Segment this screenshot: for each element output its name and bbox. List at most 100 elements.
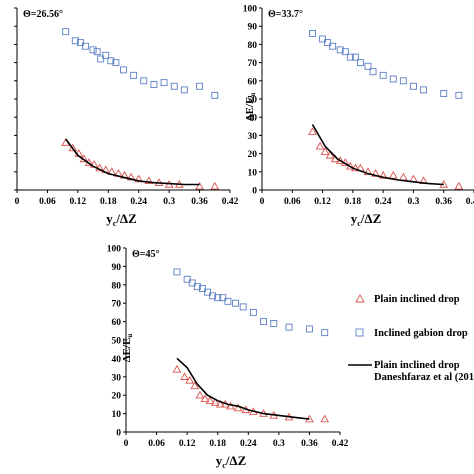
y-tick-label: 50 bbox=[248, 96, 258, 106]
point-gabion bbox=[211, 91, 219, 99]
point-gabion bbox=[409, 82, 417, 90]
point-plain bbox=[371, 169, 380, 177]
point-gabion bbox=[341, 48, 349, 56]
point-plain bbox=[134, 174, 144, 183]
x-tick-label: 0 bbox=[15, 197, 20, 207]
x-tick-label: 0.18 bbox=[209, 439, 226, 449]
point-gabion bbox=[440, 90, 448, 97]
point-gabion bbox=[389, 75, 397, 83]
x-tick-label: 0.42 bbox=[332, 439, 349, 449]
point-gabion bbox=[76, 39, 84, 47]
x-tick-label: 0 bbox=[260, 197, 265, 207]
x-tick-label: 0.3 bbox=[407, 197, 419, 207]
x-tick-label: 0.36 bbox=[301, 439, 318, 449]
point-plain bbox=[180, 372, 189, 380]
y-tick-label: 100 bbox=[107, 245, 122, 255]
point-gabion bbox=[336, 46, 344, 54]
legend-triangle-marker bbox=[355, 294, 365, 303]
point-gabion bbox=[198, 285, 206, 292]
point-gabion bbox=[399, 77, 407, 85]
point-plain bbox=[210, 181, 220, 190]
point-plain bbox=[195, 181, 204, 190]
point-gabion bbox=[130, 71, 138, 79]
chart-panel-1: 0 0.06 0.12 0.18 0.24 0.3 0.36 0.42 yc/ΔZ Θ=26.56… bbox=[14, 7, 239, 228]
y-tick-label: 40 bbox=[112, 355, 122, 365]
point-gabion bbox=[150, 80, 158, 88]
point-gabion bbox=[204, 288, 211, 296]
point-gabion bbox=[196, 82, 204, 90]
point-gabion bbox=[270, 319, 278, 327]
point-gabion bbox=[324, 39, 332, 47]
point-plain bbox=[185, 375, 195, 384]
x-tick-label: 0.06 bbox=[148, 439, 165, 449]
point-gabion bbox=[170, 82, 178, 90]
point-gabion bbox=[107, 57, 115, 65]
point-plain bbox=[454, 181, 464, 190]
y-tick-label: 10 bbox=[112, 410, 122, 420]
point-plain bbox=[215, 399, 225, 408]
point-gabion bbox=[188, 279, 196, 287]
y-tick-label: 80 bbox=[112, 281, 122, 291]
point-gabion bbox=[329, 42, 337, 50]
point-gabion bbox=[82, 42, 89, 50]
series-line-daneshfaraz bbox=[176, 357, 310, 420]
x-tick-label: 0.06 bbox=[39, 197, 56, 207]
point-gabion bbox=[356, 59, 364, 67]
point-gabion bbox=[120, 66, 127, 74]
point-gabion bbox=[321, 329, 329, 337]
y-tick-label: 20 bbox=[112, 392, 122, 402]
y-tick-label: 100 bbox=[243, 5, 258, 15]
point-plain bbox=[315, 141, 325, 150]
y-tick-label: 20 bbox=[248, 150, 258, 160]
x-tick-label: 0.36 bbox=[191, 197, 208, 207]
series-line-daneshfaraz bbox=[65, 138, 200, 186]
point-gabion bbox=[219, 294, 227, 302]
point-gabion bbox=[71, 37, 79, 45]
point-gabion bbox=[180, 86, 188, 94]
y-tick-label: 10 bbox=[248, 168, 258, 178]
point-gabion bbox=[102, 51, 110, 59]
point-gabion bbox=[140, 77, 148, 85]
y-tick-label: 70 bbox=[248, 59, 258, 69]
y-tick-label: 30 bbox=[112, 373, 122, 383]
point-gabion bbox=[173, 268, 181, 276]
y-tick-label: 30 bbox=[248, 132, 258, 142]
y-tick-label: 60 bbox=[112, 318, 122, 328]
chart-panel-3: 0 0.06 0.12 0.18 0.24 0.3 0.36 0.42 0 10 20 30 40 50 6… bbox=[107, 245, 349, 471]
x-tick-label: 0 bbox=[124, 439, 129, 449]
point-gabion bbox=[183, 275, 191, 283]
point-gabion bbox=[364, 62, 372, 70]
y-tick-label: 90 bbox=[248, 23, 258, 33]
point-plain bbox=[398, 172, 408, 181]
point-gabion bbox=[239, 303, 247, 311]
y-tick-label: 60 bbox=[248, 77, 258, 87]
point-plain bbox=[378, 170, 388, 179]
angle-annotation: Θ=45° bbox=[132, 249, 159, 260]
legend-label: Plain inclined drop bbox=[374, 294, 460, 305]
point-gabion bbox=[224, 297, 232, 305]
point-plain bbox=[320, 414, 330, 423]
point-gabion bbox=[420, 86, 427, 94]
y-axis-label: ΔE/Eu bbox=[244, 93, 257, 122]
x-tick-label: 0.24 bbox=[375, 197, 392, 207]
point-plain bbox=[172, 364, 182, 373]
point-plain bbox=[190, 381, 200, 390]
x-axis-label: yc/ΔZ bbox=[351, 211, 382, 228]
x-tick-label: 0.06 bbox=[284, 197, 301, 207]
y-tick-label: 90 bbox=[112, 263, 122, 273]
x-tick-label: 0.12 bbox=[179, 439, 196, 449]
x-tick-label: 0.18 bbox=[345, 197, 362, 207]
point-plain bbox=[308, 127, 317, 135]
angle-annotation: Θ=33.7° bbox=[268, 9, 303, 20]
point-gabion bbox=[379, 71, 387, 79]
point-plain bbox=[210, 398, 220, 406]
point-gabion bbox=[193, 283, 201, 291]
point-gabion bbox=[351, 53, 359, 61]
point-gabion bbox=[93, 48, 101, 56]
series-line-daneshfaraz bbox=[311, 124, 444, 186]
y-axis-label: ΔE/Eu bbox=[121, 334, 134, 363]
point-gabion bbox=[260, 318, 268, 326]
legend-label: Plain inclined drop bbox=[374, 360, 460, 371]
chart-panel-2: 0 0.06 0.12 0.18 0.24 0.3 0.36 0.42 0 10 20 30 40 50 6… bbox=[243, 5, 474, 228]
